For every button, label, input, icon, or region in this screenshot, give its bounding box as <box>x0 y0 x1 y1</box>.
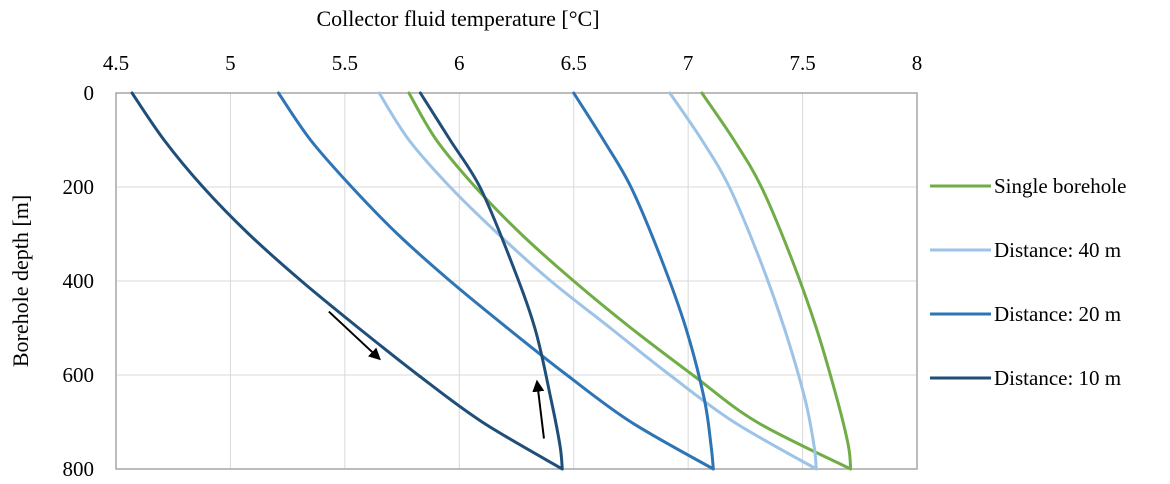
x-tick-label: 7 <box>683 51 694 75</box>
series-line-distance-20-m <box>276 91 715 471</box>
flow-direction-arrow <box>532 379 545 439</box>
x-tick-label: 8 <box>912 51 923 75</box>
y-axis-tick-labels: 0 200 400 600 800 <box>63 81 95 481</box>
x-tick-label: 4.5 <box>103 51 129 75</box>
series-line-single-borehole <box>407 91 853 471</box>
legend-label-distance-20-m: Distance: 20 m <box>994 302 1121 326</box>
flow-direction-arrows <box>328 310 545 439</box>
series-line-distance-10-m <box>130 91 564 471</box>
y-tick-label: 200 <box>63 175 95 199</box>
legend-label-distance-40-m: Distance: 40 m <box>994 238 1121 262</box>
x-tick-label: 5.5 <box>332 51 358 75</box>
plot-area-frame <box>115 92 918 470</box>
y-tick-label: 400 <box>63 269 95 293</box>
legend: Single borehole Distance: 40 m Distance: 2… <box>930 174 1126 390</box>
x-tick-label: 7.5 <box>789 51 815 75</box>
y-tick-label: 0 <box>84 81 95 105</box>
legend-label-single-borehole: Single borehole <box>994 174 1126 198</box>
legend-label-distance-10-m: Distance: 10 m <box>994 366 1121 390</box>
x-axis-tick-labels: 4.5 5 5.5 6 6.5 7 7.5 8 <box>103 51 922 75</box>
x-tick-label: 6 <box>454 51 465 75</box>
y-axis-title: Borehole depth [m] <box>8 195 33 367</box>
x-tick-label: 5 <box>225 51 236 75</box>
y-tick-label: 600 <box>63 363 95 387</box>
x-axis-title: Collector fluid temperature [°C] <box>316 6 599 31</box>
x-tick-label: 6.5 <box>561 51 587 75</box>
series-lines <box>130 91 853 471</box>
flow-direction-arrow <box>328 310 381 361</box>
y-tick-label: 800 <box>63 457 95 481</box>
gridlines <box>115 92 918 470</box>
series-line-distance-40-m <box>377 91 818 471</box>
